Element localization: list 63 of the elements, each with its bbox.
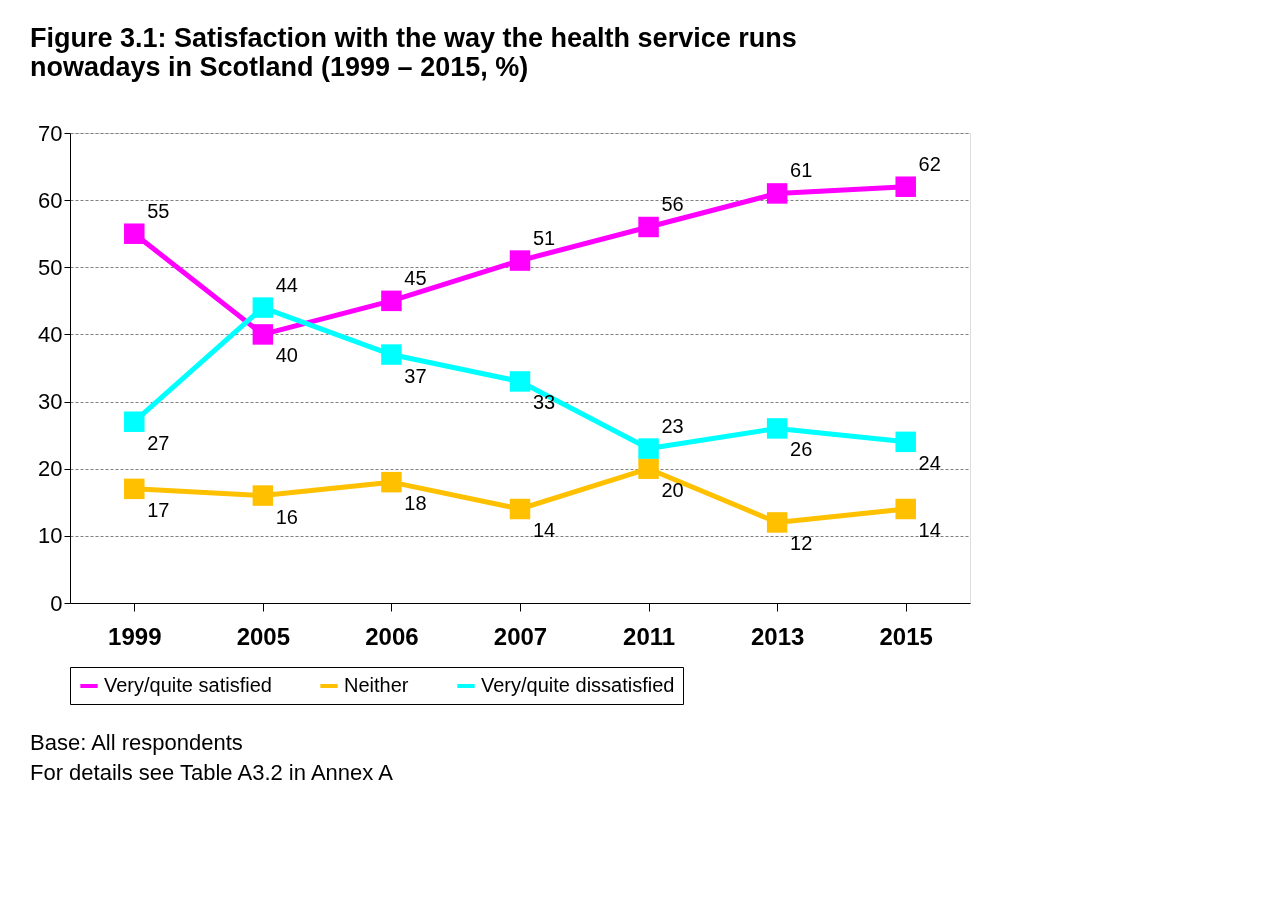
point — [381, 471, 402, 493]
x-tick-label: 2005 — [236, 622, 291, 650]
point — [252, 324, 274, 345]
point — [638, 438, 659, 459]
data-label: 44 — [275, 273, 298, 296]
text: For details see Table A3.2 in Annex A — [30, 760, 394, 785]
data-label: 51 — [532, 226, 556, 249]
chart-title: Figure 3.1: Satisfaction with the way the health service runs nowadays in Scotland (1999 – 2015, %) — [30, 23, 797, 82]
data-label: 17 — [147, 498, 170, 521]
point — [638, 458, 659, 479]
point — [124, 478, 145, 500]
text: Base: All respondents — [30, 730, 243, 755]
point — [895, 176, 916, 197]
data-label: 45 — [404, 266, 427, 289]
y-tick-label: 40 — [38, 321, 63, 347]
point — [766, 418, 788, 439]
x-tick-label: 2015 — [879, 622, 933, 650]
x-tick-label: 2013 — [750, 622, 805, 650]
y-tick-label: 0 — [50, 590, 63, 616]
point — [509, 498, 531, 520]
y-tick-label: 60 — [38, 187, 63, 213]
x-tick-label: 2007 — [493, 622, 548, 650]
x-tick-label: 2011 — [623, 622, 676, 650]
point — [124, 223, 145, 244]
point — [381, 344, 402, 365]
y-tick-label: 30 — [38, 389, 63, 415]
point — [252, 297, 274, 318]
data-label: 16 — [275, 505, 298, 528]
data-label: 24 — [918, 451, 941, 474]
x-tick-label: 1999 — [108, 622, 162, 650]
legend-label: Very/quite dissatisfied — [481, 674, 675, 696]
point — [124, 411, 145, 432]
data-label: 61 — [790, 159, 813, 182]
data-label: 23 — [661, 414, 684, 437]
y-tick-label: 20 — [38, 456, 63, 482]
data-label: 20 — [661, 478, 684, 501]
point — [895, 498, 916, 520]
point — [509, 250, 531, 271]
data-label: 37 — [404, 364, 427, 387]
x-tick-label: 2006 — [365, 622, 419, 650]
data-label: 26 — [790, 438, 813, 461]
data-label: 12 — [790, 532, 813, 555]
point — [895, 431, 916, 453]
y-tick-label: 10 — [38, 523, 63, 549]
data-label: 55 — [147, 199, 170, 222]
point — [381, 290, 402, 312]
point — [638, 216, 659, 238]
point — [766, 512, 788, 533]
legend-label: Very/quite satisfied — [104, 674, 272, 696]
data-label: 33 — [532, 391, 556, 414]
point — [509, 371, 531, 392]
data-label: 14 — [918, 519, 941, 541]
point — [252, 485, 274, 506]
y-tick-label: 50 — [38, 254, 63, 280]
data-label: 18 — [404, 492, 427, 515]
data-label: 62 — [918, 152, 941, 175]
data-label: 14 — [532, 519, 556, 541]
y-tick-label: 70 — [38, 120, 63, 146]
point — [766, 183, 788, 204]
legend-label: Neither — [344, 674, 409, 696]
data-label: 56 — [661, 193, 684, 215]
data-label: 27 — [147, 431, 170, 454]
data-label: 40 — [275, 344, 298, 367]
